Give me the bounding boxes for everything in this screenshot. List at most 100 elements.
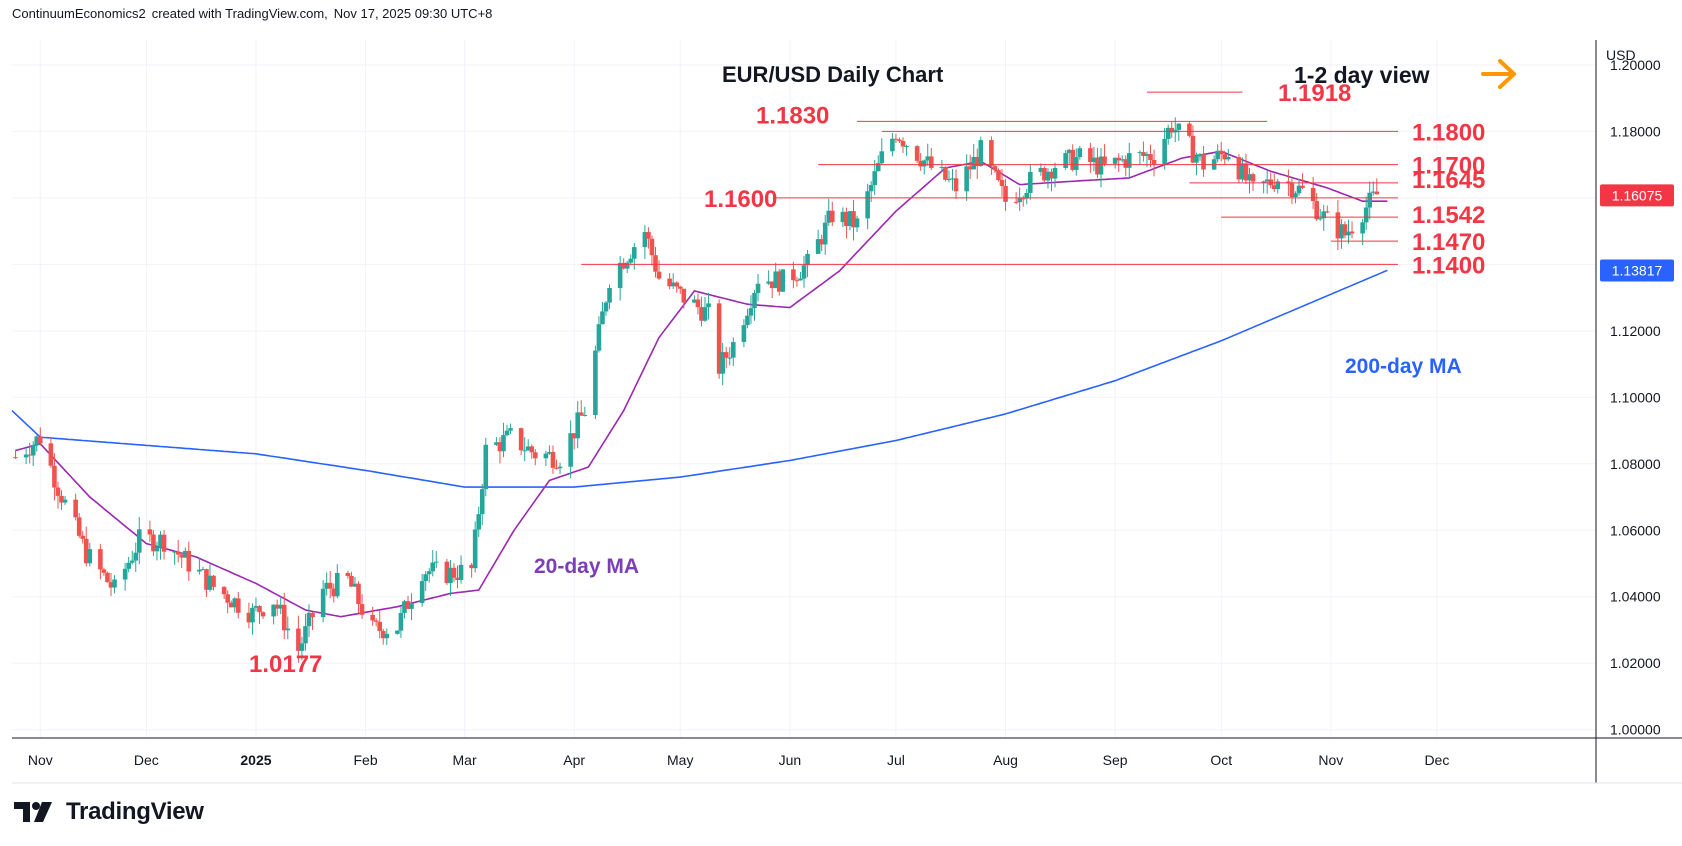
- candle-body: [172, 551, 177, 553]
- candle-body: [479, 489, 485, 515]
- candle-body: [76, 517, 82, 536]
- candle-body: [1296, 185, 1302, 194]
- candle-body: [211, 575, 216, 587]
- candle-body: [55, 487, 61, 496]
- candle-body: [854, 218, 860, 228]
- candle-body: [978, 140, 984, 166]
- candle-body: [741, 325, 747, 343]
- candle-body: [271, 604, 276, 617]
- candle-body: [1169, 127, 1175, 133]
- candle-body: [667, 278, 672, 287]
- chart-title: EUR/USD Daily Chart: [722, 62, 944, 87]
- candle-body: [331, 588, 337, 597]
- candle-body: [182, 550, 188, 558]
- candle-body: [433, 561, 439, 563]
- x-tick-label: Dec: [1424, 752, 1449, 768]
- candle-body: [607, 287, 612, 303]
- candle-body: [600, 311, 605, 325]
- candle-body: [752, 293, 757, 309]
- candle-body: [1324, 211, 1330, 213]
- candle-body: [1091, 157, 1097, 163]
- candle-body: [925, 156, 931, 161]
- candle-body: [451, 567, 457, 578]
- candle-body: [197, 569, 202, 572]
- candle-body: [80, 535, 86, 539]
- candle-body: [136, 529, 142, 553]
- candle-body: [914, 146, 920, 161]
- candle-body: [356, 583, 361, 605]
- candle-body: [59, 495, 64, 503]
- candle-body: [395, 630, 400, 634]
- timestamp: Nov 17, 2025 09:30 UTC+8: [333, 6, 493, 21]
- candle-body: [98, 549, 103, 570]
- candle-body: [1116, 157, 1121, 161]
- candle-body: [518, 428, 524, 451]
- candle-body: [1240, 163, 1245, 180]
- candle-body: [967, 166, 973, 170]
- candle-body: [1342, 224, 1348, 236]
- candle-body: [246, 612, 252, 623]
- candle-body: [281, 604, 287, 631]
- candle-body: [1250, 174, 1256, 182]
- candle-body: [122, 568, 128, 580]
- level-label: 1.1800: [1412, 119, 1485, 146]
- candle-body: [525, 446, 531, 451]
- candle-body: [48, 443, 54, 466]
- candle-body: [543, 453, 549, 459]
- ma200-label: 200-day MA: [1345, 355, 1462, 378]
- candle-body: [34, 436, 40, 445]
- candle-body: [844, 211, 849, 227]
- candle-body: [504, 430, 510, 436]
- candle-body: [1049, 171, 1054, 179]
- candle-body: [780, 269, 786, 292]
- candle-body: [974, 157, 980, 166]
- candle-body: [87, 549, 93, 564]
- x-tick-label: Jul: [887, 752, 905, 768]
- candle-body: [1190, 135, 1196, 163]
- candle-body: [1027, 171, 1033, 193]
- candle-body: [508, 428, 513, 431]
- x-tick-label: Aug: [993, 752, 1018, 768]
- candle-body: [1286, 181, 1291, 184]
- candle-body: [950, 178, 955, 180]
- candle-body: [670, 282, 676, 287]
- candle-body: [225, 594, 230, 603]
- candle-body: [204, 569, 209, 590]
- candle-body: [186, 550, 192, 572]
- candle-body: [1123, 159, 1129, 168]
- tradingview-brand[interactable]: TradingView: [14, 798, 204, 826]
- candle-body: [501, 435, 506, 452]
- candle-body: [1335, 212, 1341, 239]
- level-label: 1.1470: [1412, 229, 1485, 256]
- tradingview-logo-icon: [14, 802, 52, 822]
- ma200-layer: [11, 269, 1388, 488]
- level-label: 1.1400: [1412, 252, 1485, 279]
- candle-body: [147, 529, 153, 535]
- candle-body: [334, 572, 340, 597]
- candle-body: [105, 572, 110, 583]
- candle-body: [794, 280, 800, 282]
- candle-body: [448, 567, 453, 584]
- candle-body: [73, 499, 78, 518]
- x-tick-label: Oct: [1210, 752, 1232, 768]
- candle-body: [1020, 198, 1026, 200]
- candle-body: [1095, 157, 1100, 175]
- level-label: 1.1645: [1412, 167, 1485, 194]
- candle-body: [458, 564, 464, 580]
- chart-header: ContinuumEconomics2 created with TradingV…: [12, 6, 498, 21]
- x-tick-label: Apr: [563, 752, 585, 768]
- candle-body: [798, 278, 803, 281]
- candle-body: [819, 239, 824, 245]
- candle-body: [943, 166, 948, 180]
- candle-body: [992, 166, 998, 171]
- candle-body: [232, 598, 238, 608]
- candle-body: [250, 607, 255, 623]
- candle-body: [582, 415, 588, 417]
- candle-body: [30, 444, 36, 456]
- candle-body: [989, 140, 994, 167]
- candle-body: [426, 571, 432, 575]
- y-tick-label: 1.18000: [1610, 123, 1661, 139]
- candle-body: [409, 603, 414, 609]
- candle-body: [840, 211, 846, 223]
